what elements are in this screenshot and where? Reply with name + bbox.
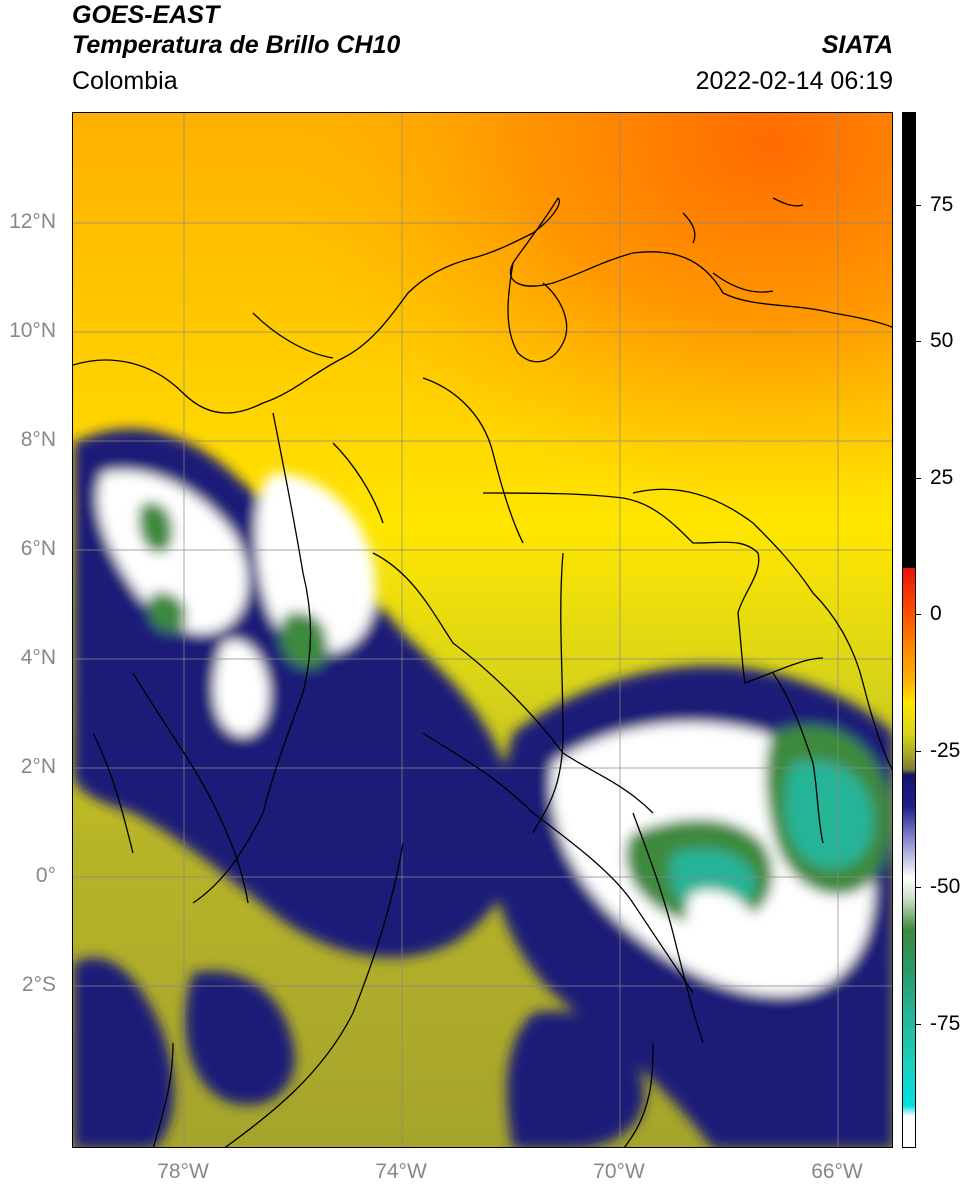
cbar-label-m50: -50	[930, 875, 961, 898]
lat-tick-4n: 4°N	[20, 646, 56, 669]
lat-tick-2n: 2°N	[20, 755, 56, 778]
cbar-tickmark-m75	[916, 1024, 921, 1025]
cbar-label-25: 25	[930, 466, 954, 489]
product-title: Temperatura de Brillo CH10	[72, 31, 401, 59]
lat-tick-2s: 2°S	[21, 973, 56, 996]
cbar-tickmark-m25	[916, 751, 921, 752]
lat-tick-8n: 8°N	[20, 428, 56, 451]
map-canvas	[73, 113, 892, 1147]
title-block: GOES-EAST Temperatura de Brillo CH10 Col…	[72, 0, 400, 98]
cbar-label-m25: -25	[930, 739, 961, 762]
lat-tick-10n: 10°N	[9, 319, 56, 342]
lon-tick-66w: 66°W	[811, 1160, 863, 1183]
colorbar	[902, 112, 916, 1148]
region-label: Colombia	[72, 67, 178, 95]
satellite-map	[72, 112, 893, 1148]
title-right-block: SIATA 2022-02-14 06:19	[696, 30, 893, 98]
cloud-layer	[73, 428, 892, 1147]
lon-tick-70w: 70°W	[593, 1160, 645, 1183]
cbar-label-75: 75	[930, 193, 954, 216]
lon-tick-74w: 74°W	[375, 1160, 427, 1183]
lat-tick-0: 0°	[35, 864, 56, 887]
cbar-tickmark-50	[916, 341, 921, 342]
graticule	[73, 113, 892, 1147]
agency-label: SIATA	[821, 31, 893, 59]
lat-tick-6n: 6°N	[20, 537, 56, 560]
borders-coastlines	[73, 197, 892, 1147]
cbar-tickmark-m50	[916, 887, 921, 888]
lat-tick-12n: 12°N	[9, 210, 56, 233]
cbar-tickmark-25	[916, 478, 921, 479]
cbar-label-0: 0	[930, 602, 942, 625]
datetime-label: 2022-02-14 06:19	[695, 67, 893, 95]
lon-tick-78w: 78°W	[157, 1160, 209, 1183]
cbar-tickmark-75	[916, 205, 921, 206]
satellite-title: GOES-EAST	[72, 1, 220, 29]
cbar-label-50: 50	[930, 329, 954, 352]
cbar-tickmark-0	[916, 614, 921, 615]
cbar-label-m75: -75	[930, 1012, 961, 1035]
